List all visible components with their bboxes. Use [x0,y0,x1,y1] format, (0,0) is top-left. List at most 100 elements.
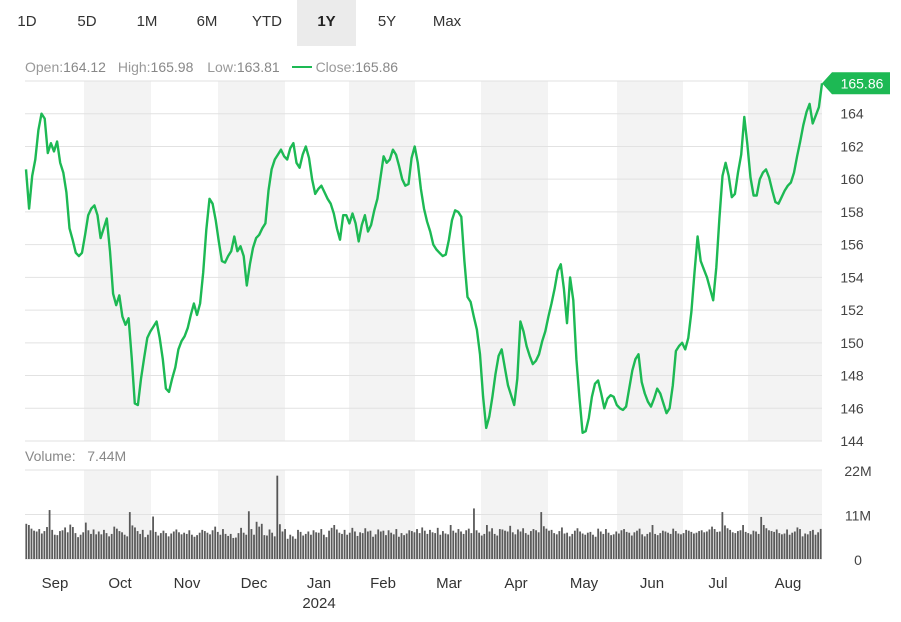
volume-bar [646,533,649,559]
volume-bar [659,533,662,559]
tab-5d[interactable]: 5D [77,13,97,30]
volume-bar [421,527,424,559]
volume-bar [690,531,693,559]
volume-bar [198,532,201,559]
volume-bar [341,533,343,559]
volume-bar [812,529,814,559]
volume-bar [509,525,512,559]
volume-bar [330,527,333,559]
tab-max[interactable]: Max [432,13,462,30]
month-axis: Sep Oct Nov Dec Jan Feb Mar Apr May Jun Jul Aug 2024 [42,575,802,612]
volume-bar [126,536,129,559]
volume-bar [278,524,281,559]
volume-bar [573,530,576,559]
volume-bar [170,533,173,559]
volume-bar [581,533,584,559]
volume-bar [454,532,457,559]
month-label: Jul [708,575,727,592]
volume-bar [607,532,610,559]
volume-bar [159,533,162,559]
ohlc-summary: Open:164.12 High:165.98 Low:163.81 Close… [25,59,398,75]
volume-bar [726,528,729,559]
volume-bar [84,522,87,559]
volume-bar [87,530,90,559]
volume-bar [400,533,403,559]
volume-bar [708,529,711,559]
volume-bar [348,532,351,559]
volume-bar [667,532,669,559]
open-value: 164.12 [63,59,106,75]
volume-bar [620,530,623,559]
volume-bar [711,526,713,559]
volume-bar [695,532,698,559]
volume-bar [431,532,434,559]
volume-bar [742,525,744,559]
volume-bar [281,531,284,559]
tab-5y[interactable]: 5Y [377,13,397,30]
volume-bar [716,531,719,559]
volume-bar [506,531,509,559]
volume-bar [193,536,196,559]
tab-1d[interactable]: 1D [17,13,37,30]
volume-bar [61,530,64,559]
volume-bar [115,528,118,559]
volume-bar [563,533,566,559]
volume-bar [661,530,664,559]
volume-bar [524,533,527,559]
volume-bar [113,526,116,559]
volume-bar [651,525,654,559]
volume-bar [338,532,341,559]
volume-bar [33,530,35,559]
volume-bar [227,535,230,559]
volume-bar [423,530,426,559]
volume-bar [325,537,328,559]
volume-bar [488,531,491,559]
volume-bar [623,529,625,559]
volume-bar [473,508,475,559]
volume-bar [253,534,255,559]
volume-bar [537,532,540,559]
month-label: Jan [307,575,331,592]
volume-bar [638,528,641,559]
volume-summary: Volume: 7.44M [25,448,126,464]
volume-bar [203,531,206,559]
volume-bar [108,536,110,559]
month-label: Jun [640,575,664,592]
month-label: Oct [108,575,132,592]
volume-bar [354,531,356,559]
volume-bar [434,533,437,559]
volume-bar [643,536,646,559]
volume-bar [465,530,468,559]
volume-bar [553,533,556,559]
low-value: 163.81 [236,59,280,75]
tab-ytd[interactable]: YTD [252,13,282,30]
volume-bar [504,530,506,559]
month-label: Nov [174,575,201,592]
volume-bar [379,531,382,559]
price-tick-label: 156 [840,237,864,253]
volume-bar [540,512,543,559]
volume-bar [395,529,398,559]
volume-bar [144,537,147,559]
close-price-line [24,83,824,434]
volume-bar [382,530,385,559]
volume-bar [214,526,217,559]
volume-bar [418,533,421,559]
tab-1m[interactable]: 1M [136,13,158,30]
volume-bar [555,534,558,559]
volume-bar [770,531,773,559]
volume-bar [188,530,191,559]
volume-bar [266,535,268,559]
volume-bar [372,536,374,559]
volume-bar [291,536,294,559]
volume-bar [558,531,561,559]
volume-bar [366,531,369,559]
month-label: Sep [42,575,69,592]
volume-bar [25,523,28,559]
tab-6m[interactable]: 6M [196,13,218,30]
volume-bar [95,534,98,559]
tab-1y[interactable]: 1Y [297,0,356,46]
volume-bar [408,530,411,559]
volume-bar [152,516,154,559]
volume-bar [40,533,43,559]
